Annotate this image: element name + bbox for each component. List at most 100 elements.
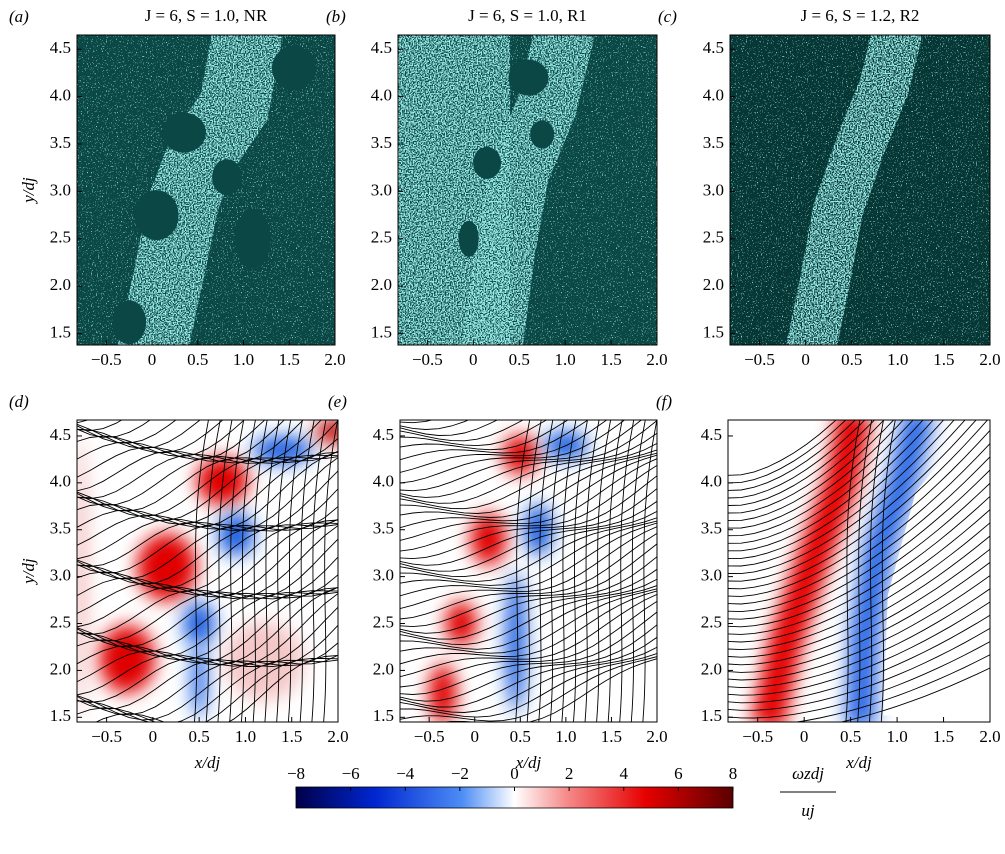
- axes-frame: [727, 419, 991, 723]
- vortex-core: [234, 208, 271, 269]
- x-axis-label: x/dj: [845, 753, 872, 772]
- colorbar-tick-label: −4: [396, 764, 415, 783]
- x-tick-label: −0.5: [412, 350, 443, 369]
- streamline: [728, 588, 990, 689]
- streamline: [596, 420, 612, 722]
- panel-image: [400, 420, 657, 722]
- streamline: [728, 420, 895, 522]
- y-tick-label: 4.5: [371, 38, 392, 57]
- panel-image: [730, 35, 990, 345]
- panel-title: J = 6, S = 1.0, NR: [145, 6, 268, 25]
- x-tick-label: 1.0: [555, 350, 576, 369]
- colorbar-tick-label: 4: [620, 764, 629, 783]
- streamline: [400, 585, 657, 650]
- streamline: [400, 590, 657, 665]
- vortex-core: [458, 220, 479, 257]
- streamline: [400, 420, 548, 447]
- colorbar-tick-label: 6: [674, 764, 683, 783]
- y-tick-label: 4.0: [701, 472, 722, 491]
- panel-image: [77, 35, 335, 345]
- y-tick-label: 4.0: [703, 86, 724, 105]
- y-tick-label: 4.5: [50, 425, 71, 444]
- x-tick-label: −0.5: [744, 350, 775, 369]
- streamline: [252, 420, 268, 722]
- streamline: [400, 420, 657, 498]
- streamline: [728, 575, 990, 681]
- y-tick-label: 1.5: [50, 706, 71, 725]
- colorbar-tick-label: 2: [565, 764, 574, 783]
- axes-frame: [76, 34, 336, 346]
- axes-frame: [399, 419, 658, 723]
- x-tick-label: 0: [470, 727, 479, 746]
- panel-title: J = 6, S = 1.2, R2: [801, 6, 920, 25]
- x-tick-label: 0: [148, 350, 157, 369]
- x-tick-label: 2.0: [324, 350, 345, 369]
- jet-plume: [786, 35, 923, 345]
- streamline: [240, 420, 256, 722]
- y-tick-label: 4.0: [373, 472, 394, 491]
- streamline: [630, 420, 646, 722]
- streamline: [607, 420, 623, 722]
- x-tick-label: −0.5: [91, 727, 122, 746]
- streamline: [400, 432, 657, 504]
- axes-frame: [397, 34, 658, 346]
- y-tick-label: 2.0: [50, 659, 71, 678]
- y-tick-label: 2.5: [701, 612, 722, 631]
- streamline: [584, 420, 600, 722]
- y-tick-label: 1.5: [701, 706, 722, 725]
- streamline: [77, 642, 338, 716]
- streamline: [77, 420, 177, 444]
- streamline: [77, 591, 338, 657]
- x-tick-label: 0.5: [841, 350, 862, 369]
- y-tick-label: 3.0: [371, 180, 392, 199]
- x-tick-label: 1.0: [555, 727, 576, 746]
- y-tick-label: 1.5: [371, 323, 392, 342]
- colorbar-tick-label: −8: [287, 764, 305, 783]
- streamline: [728, 420, 924, 544]
- streamline: [400, 420, 643, 492]
- y-tick-label: 3.5: [701, 519, 722, 538]
- y-tick-label: 4.0: [50, 86, 71, 105]
- y-tick-label: 2.0: [371, 275, 392, 294]
- x-tick-label: 0.5: [840, 727, 861, 746]
- streamline: [880, 420, 896, 722]
- x-tick-label: −0.5: [91, 350, 122, 369]
- x-tick-label: 0.5: [187, 350, 208, 369]
- streamline: [728, 420, 966, 575]
- streamline: [229, 420, 245, 722]
- streamline: [728, 420, 955, 567]
- y-axis-label: y/dj: [19, 558, 38, 586]
- vorticity-band: [845, 420, 934, 722]
- vorticity-blob: [505, 572, 526, 713]
- streamline: [728, 420, 945, 559]
- vortex-core: [508, 59, 549, 96]
- streamline: [400, 420, 608, 473]
- panel-title: J = 6, S = 1.0, R1: [468, 6, 587, 25]
- colorbar-label-denominator: uj: [801, 801, 815, 820]
- streamline: [400, 593, 657, 678]
- y-tick-label: 2.5: [50, 228, 71, 247]
- y-tick-label: 4.5: [703, 38, 724, 57]
- streamline: [299, 420, 315, 722]
- streamline: [77, 420, 201, 449]
- streamline: [205, 420, 221, 722]
- x-tick-label: 0: [149, 727, 158, 746]
- y-tick-label: 4.5: [701, 425, 722, 444]
- streamline: [77, 606, 338, 703]
- x-tick-label: 1.5: [279, 350, 300, 369]
- colorbar-tick-label: −6: [342, 764, 360, 783]
- y-tick-label: 3.0: [701, 566, 722, 585]
- vorticity-blob: [445, 601, 478, 646]
- vorticity-blob: [136, 533, 197, 602]
- vorticity-blob: [218, 512, 255, 557]
- y-tick-label: 2.0: [701, 659, 722, 678]
- x-axis-label: x/dj: [515, 753, 542, 772]
- panel-image: [77, 420, 338, 722]
- y-tick-label: 3.5: [371, 133, 392, 152]
- streamline: [77, 450, 338, 517]
- y-tick-label: 3.0: [703, 180, 724, 199]
- streamline: [619, 420, 635, 722]
- streamline: [276, 420, 292, 722]
- panel-label: (a): [9, 7, 29, 26]
